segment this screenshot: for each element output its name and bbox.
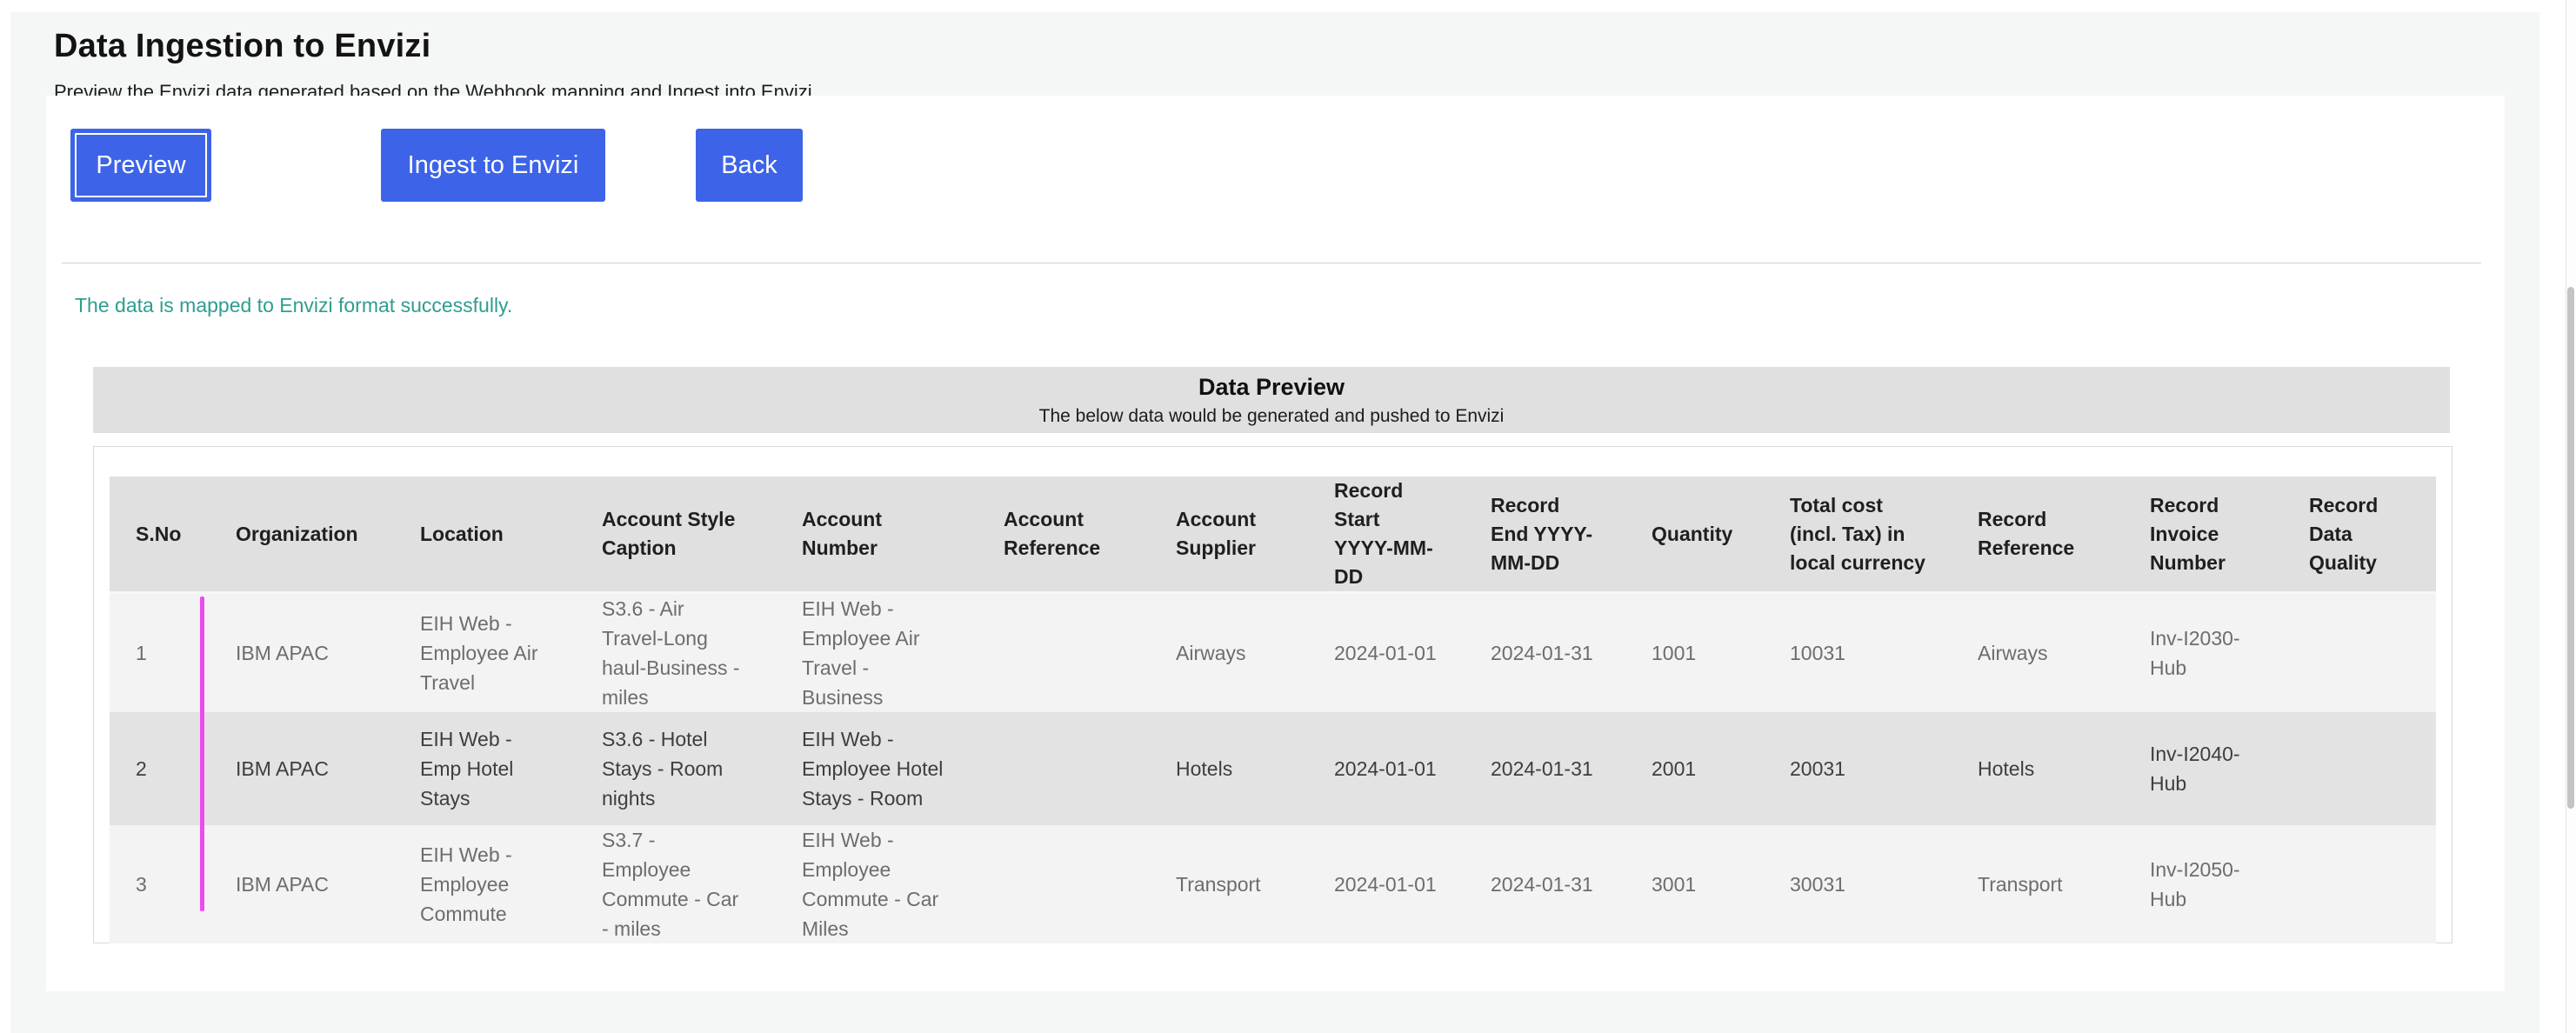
table-cell: Inv-I2050-Hub	[2124, 825, 2283, 943]
data-preview-subtitle: The below data would be generated and pu…	[1038, 405, 1505, 426]
table-cell: Hotels	[1150, 712, 1308, 825]
table-cell: 1001	[1625, 592, 1764, 712]
table-cell: Transport	[1952, 825, 2124, 943]
table-cell: 3	[110, 825, 210, 943]
table-cell	[978, 825, 1150, 943]
vertical-scrollbar-thumb[interactable]	[2567, 287, 2574, 809]
data-preview-title: Data Preview	[1198, 373, 1345, 400]
table-row: 3 IBM APAC EIH Web - Employee Commute S3.7 …	[110, 825, 2436, 943]
column-header: Total cost (incl. Tax) in local currency	[1764, 477, 1952, 594]
table-cell: EIH Web - Employee Hotel Stays - Room	[776, 712, 978, 825]
column-header: Record Start YYYY-MM-DD	[1308, 477, 1465, 594]
table-cell: 2024-01-31	[1465, 825, 1625, 943]
table-cell	[978, 592, 1150, 712]
table-cell: Hotels	[1952, 712, 2124, 825]
table-cell: 2024-01-01	[1308, 592, 1465, 712]
table-body: 1 IBM APAC EIH Web - Employee Air Travel S3…	[110, 592, 2436, 943]
table-cell: IBM APAC	[210, 825, 394, 943]
row-highlight-bar	[200, 596, 204, 911]
table-cell: Transport	[1150, 825, 1308, 943]
table-row: 2 IBM APAC EIH Web - Emp Hotel Stays S3.6 -…	[110, 712, 2436, 825]
table-cell: 20031	[1764, 712, 1952, 825]
table-cell: Airways	[1952, 592, 2124, 712]
back-button[interactable]: Back	[696, 129, 803, 202]
table-cell: 2024-01-31	[1465, 712, 1625, 825]
column-header: Record Reference	[1952, 477, 2124, 594]
preview-button[interactable]: Preview	[70, 129, 211, 202]
table-cell: S3.6 - Hotel Stays - Room nights	[576, 712, 776, 825]
table-cell: 2001	[1625, 712, 1764, 825]
column-header: Account Supplier	[1150, 477, 1308, 594]
table-cell: 30031	[1764, 825, 1952, 943]
column-header: Account Number	[776, 477, 978, 594]
table-cell: Airways	[1150, 592, 1308, 712]
table-cell: EIH Web - Employee Air Travel - Business	[776, 592, 978, 712]
column-header: Quantity	[1625, 477, 1764, 594]
table-row: 1 IBM APAC EIH Web - Employee Air Travel S3…	[110, 592, 2436, 712]
table-cell: 2024-01-01	[1308, 712, 1465, 825]
table-cell: 3001	[1625, 825, 1764, 943]
table-cell: 2024-01-31	[1465, 592, 1625, 712]
ingest-to-envizi-button[interactable]: Ingest to Envizi	[381, 129, 605, 202]
table-cell	[2283, 825, 2436, 943]
table-cell	[978, 712, 1150, 825]
data-preview-table-container: S.No Organization Location Account Style Ca…	[93, 446, 2453, 943]
table-cell: Inv-I2030-Hub	[2124, 592, 2283, 712]
page-title: Data Ingestion to Envizi	[54, 28, 431, 64]
table-cell: EIH Web - Employee Air Travel	[394, 592, 576, 712]
success-message: The data is mapped to Envizi format succ…	[75, 294, 513, 317]
table-cell: Inv-I2040-Hub	[2124, 712, 2283, 825]
vertical-scrollbar-track[interactable]	[2566, 0, 2576, 1033]
table-cell: EIH Web - Emp Hotel Stays	[394, 712, 576, 825]
table-cell	[2283, 712, 2436, 825]
column-header: Record Data Quality	[2283, 477, 2436, 594]
data-preview-banner: Data Preview The below data would be gen…	[93, 367, 2450, 433]
column-header: Account Style Caption	[576, 477, 776, 594]
table-cell: 2024-01-01	[1308, 825, 1465, 943]
column-header: Record End YYYY-MM-DD	[1465, 477, 1625, 594]
data-preview-table: S.No Organization Location Account Style Ca…	[110, 477, 2436, 943]
table-cell: S3.7 - Employee Commute - Car - miles	[576, 825, 776, 943]
table-cell: IBM APAC	[210, 592, 394, 712]
table-cell	[2283, 592, 2436, 712]
content-card: Preview Ingest to Envizi Back The data i…	[46, 96, 2505, 991]
column-header: Account Reference	[978, 477, 1150, 594]
table-cell: 2	[110, 712, 210, 825]
page-header: Data Ingestion to Envizi Preview the Env…	[54, 28, 812, 103]
table-cell: IBM APAC	[210, 712, 394, 825]
table-header: S.No Organization Location Account Style Ca…	[110, 477, 2436, 594]
table-cell: EIH Web - Employee Commute	[394, 825, 576, 943]
table-header-row: S.No Organization Location Account Style Ca…	[110, 477, 2436, 594]
column-header: Location	[394, 477, 576, 594]
column-header: S.No	[110, 477, 210, 594]
table-cell: S3.6 - Air Travel-Long haul-Business - m…	[576, 592, 776, 712]
table-cell: 10031	[1764, 592, 1952, 712]
table-cell: EIH Web - Employee Commute - Car Miles	[776, 825, 978, 943]
column-header: Organization	[210, 477, 394, 594]
table-cell: 1	[110, 592, 210, 712]
column-header: Record Invoice Number	[2124, 477, 2283, 594]
